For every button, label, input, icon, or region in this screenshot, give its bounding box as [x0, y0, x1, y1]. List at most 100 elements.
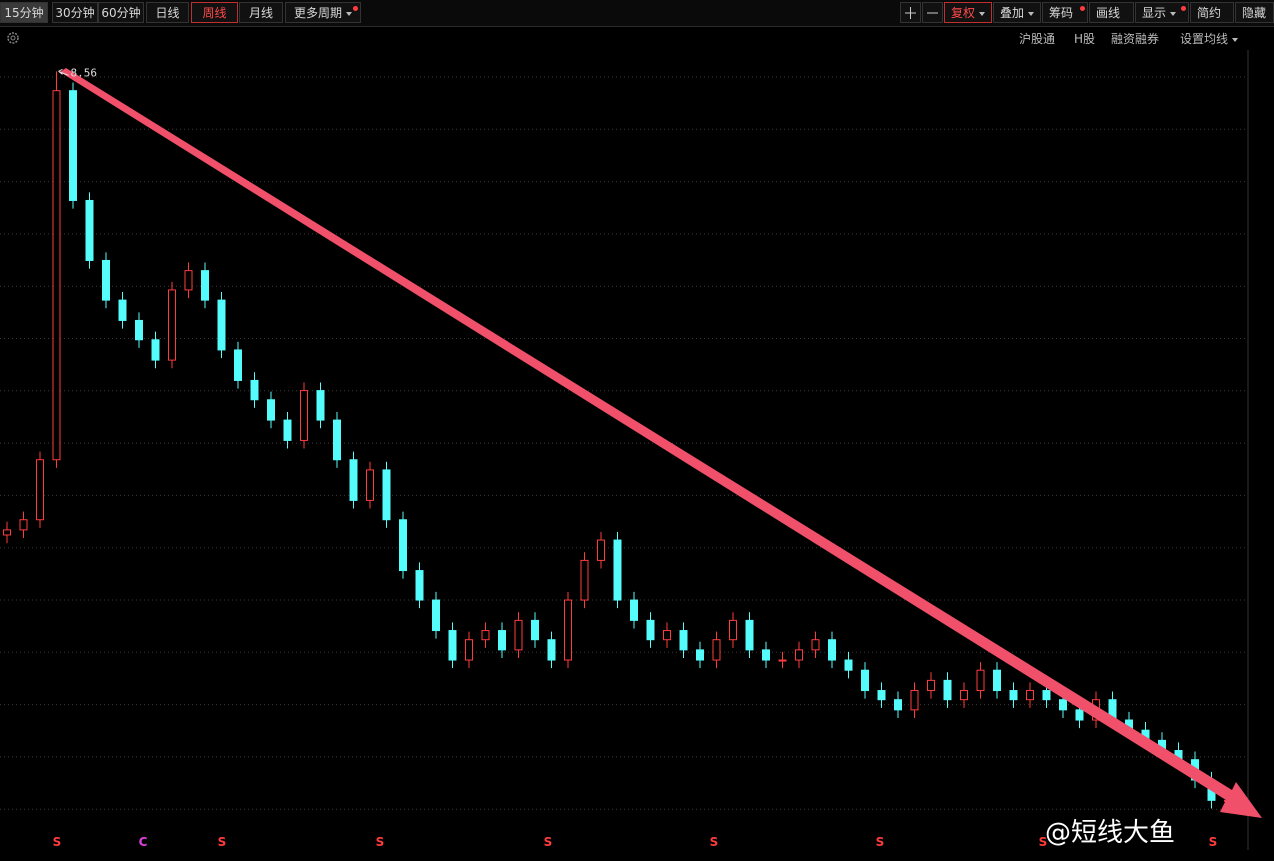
candle-body	[663, 630, 671, 641]
button-label: 15分钟	[4, 6, 44, 20]
period-button[interactable]: 60分钟	[98, 2, 144, 23]
candle-body	[102, 259, 110, 301]
tool-button[interactable]: 画线	[1089, 2, 1134, 23]
tool-button[interactable]: 复权	[944, 2, 992, 23]
candle-body	[943, 679, 952, 701]
minus-button[interactable]	[922, 2, 943, 23]
candle-body	[234, 349, 242, 381]
candle-body	[382, 469, 391, 521]
candle-body	[679, 630, 688, 651]
candle-body	[399, 519, 407, 572]
candle-body	[795, 649, 803, 661]
candle-body	[976, 669, 985, 692]
candle-body	[250, 379, 259, 401]
event-marker[interactable]: C	[139, 835, 148, 849]
subbar-link[interactable]: H股	[1074, 32, 1096, 46]
toolbar: 15分钟 30分钟 60分钟 日线 周线 月线 更多周期 复权 叠加 筹码 画线 显示 简约 隐藏	[0, 0, 1274, 27]
candle-body	[118, 299, 127, 321]
period-button[interactable]: 月线	[239, 2, 283, 23]
candle-body	[531, 619, 539, 641]
candle-body	[1059, 699, 1067, 711]
period-button[interactable]: 30分钟	[52, 2, 98, 23]
button-label: 月线	[248, 6, 273, 20]
tool-button[interactable]: 显示	[1135, 2, 1189, 23]
candle-body	[1009, 690, 1018, 701]
period-button[interactable]: 更多周期	[285, 2, 361, 23]
candle-body	[960, 690, 968, 701]
candle-body	[910, 690, 919, 711]
candle-body	[52, 90, 61, 461]
tool-button[interactable]: 简约	[1190, 2, 1234, 23]
watermark: @短线大鱼	[1045, 818, 1176, 848]
plus-button[interactable]	[900, 2, 921, 23]
period-button[interactable]: 15分钟	[0, 2, 48, 23]
button-label: 显示	[1142, 6, 1167, 20]
candle-body	[217, 299, 226, 351]
tool-button[interactable]: 筹码	[1042, 2, 1088, 23]
candle-body	[85, 199, 94, 261]
candle-body	[267, 399, 275, 421]
event-marker[interactable]: S	[218, 835, 227, 849]
candle-body	[201, 270, 209, 301]
candle-body	[597, 539, 605, 561]
candle-body	[762, 649, 770, 661]
event-marker[interactable]: S	[710, 835, 719, 849]
subbar: 沪股通 H股 融资融券 设置均线	[0, 27, 1274, 49]
candle-body	[448, 630, 457, 661]
candle-body	[151, 339, 160, 361]
candle-body	[349, 459, 358, 501]
subbar-link[interactable]: 融资融券	[1111, 32, 1160, 46]
settings-icon[interactable]	[6, 31, 20, 45]
max-pointer	[58, 68, 69, 76]
badge-dot	[353, 6, 358, 11]
button-label: 简约	[1197, 6, 1222, 20]
candle-body	[844, 659, 853, 671]
event-marker[interactable]: S	[53, 835, 62, 849]
candle-body	[630, 599, 638, 621]
subbar-link[interactable]: 设置均线	[1180, 30, 1239, 47]
tool-button[interactable]: 隐藏	[1235, 2, 1274, 23]
candle-body	[283, 419, 292, 441]
event-marker[interactable]: S	[1209, 835, 1218, 849]
candle-body	[613, 539, 622, 601]
candle-body	[3, 529, 11, 536]
candle-body	[366, 469, 374, 501]
period-button[interactable]: 日线	[146, 2, 189, 23]
button-label: 画线	[1096, 6, 1121, 20]
candle-body	[729, 619, 737, 641]
candle-body	[547, 639, 556, 661]
button-label: 30分钟	[55, 6, 95, 20]
candle-body	[828, 639, 836, 661]
trend-arrow	[60, 68, 1262, 818]
candle-body	[415, 570, 424, 601]
candle-body	[432, 599, 440, 632]
candle-body	[646, 619, 655, 641]
period-button[interactable]: 周线	[191, 2, 238, 23]
event-marker[interactable]: S	[876, 835, 885, 849]
candle-body	[927, 679, 935, 692]
event-marker[interactable]: S	[544, 835, 553, 849]
candle-body	[184, 270, 193, 291]
button-label: 更多周期	[293, 6, 342, 20]
subbar-link[interactable]: 沪股通	[1019, 32, 1056, 46]
event-marker[interactable]: S	[1039, 835, 1048, 849]
candle-body	[564, 599, 572, 661]
badge-dot	[1181, 6, 1186, 11]
candle-body	[696, 649, 704, 661]
candle-body	[1042, 690, 1051, 701]
candle-body	[465, 639, 473, 661]
candle-body	[778, 659, 787, 662]
candle-body	[877, 690, 886, 701]
button-label: 周线	[202, 6, 227, 20]
tool-button[interactable]: 叠加	[993, 2, 1041, 23]
candle-body	[1075, 709, 1084, 721]
event-marker[interactable]: S	[376, 835, 385, 849]
candle-body	[1026, 690, 1034, 701]
candle-body	[19, 519, 28, 531]
button-label: 筹码	[1049, 6, 1074, 20]
candle-body	[894, 699, 902, 711]
badge-dot	[1080, 6, 1085, 11]
candle-body	[316, 390, 325, 421]
